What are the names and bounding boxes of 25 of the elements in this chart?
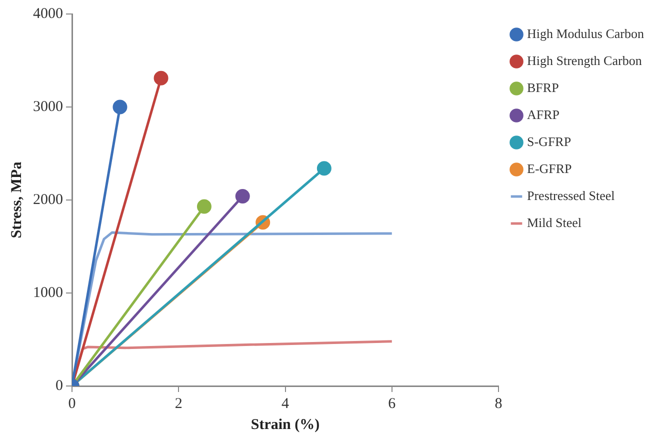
legend-label: E-GFRP <box>527 160 572 176</box>
point <box>112 100 128 114</box>
y-tick-label: 1000 <box>33 284 63 301</box>
y-tick-label: 0 <box>56 378 63 394</box>
x-axis-title: Strain (%) <box>250 416 320 433</box>
legend-label: BFRP <box>527 80 559 95</box>
legend-label: Prestressed Steel <box>527 188 616 203</box>
y-tick-label: 3000 <box>33 98 63 115</box>
x-tick-label: 0 <box>68 396 76 412</box>
legend-label: High Modulus Carbon <box>527 26 644 41</box>
legend-label: AFRP <box>527 106 560 122</box>
x-tick-label: 2 <box>174 396 182 412</box>
legend-label: S-GFRP <box>527 134 572 149</box>
y-tick-label: 2000 <box>33 192 63 208</box>
x-tick-label: 8 <box>494 396 502 412</box>
point <box>196 199 212 214</box>
point <box>316 161 332 176</box>
x-tick-label: 4 <box>282 396 290 412</box>
point <box>154 70 168 86</box>
legend-label: High Strength Carbon <box>527 52 642 68</box>
legend-label: Mild Steel <box>527 214 582 230</box>
x-tick-label: 6 <box>388 396 396 412</box>
point <box>235 189 250 204</box>
y-tick-label: 4000 <box>33 6 63 22</box>
y-axis-title: Stress, MPa <box>8 161 25 238</box>
